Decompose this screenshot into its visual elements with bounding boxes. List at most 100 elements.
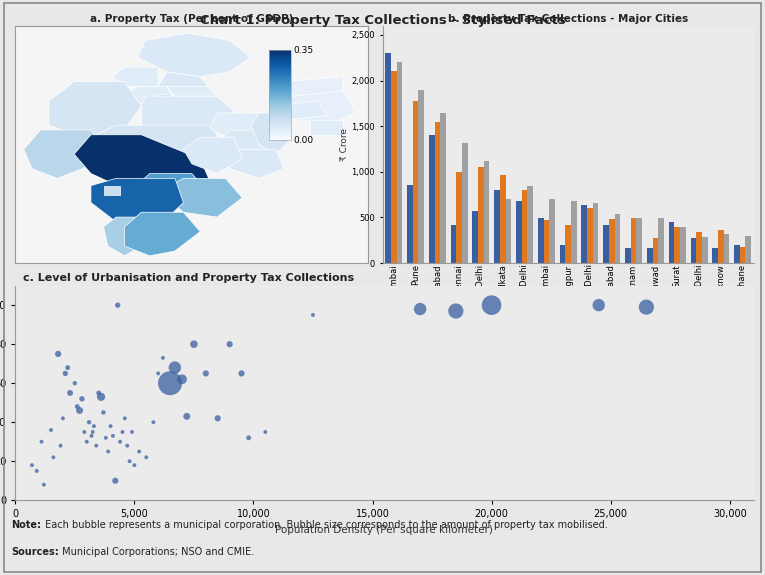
Point — [140, 453, 152, 462]
Text: Note:: Note: — [11, 520, 41, 530]
Point — [123, 457, 135, 466]
Polygon shape — [268, 94, 285, 104]
Point — [593, 301, 605, 310]
Point — [181, 412, 193, 421]
Polygon shape — [285, 89, 356, 125]
Text: Municipal Corporations; NSO and CMIE.: Municipal Corporations; NSO and CMIE. — [59, 547, 254, 557]
Polygon shape — [268, 101, 327, 120]
Bar — [571, 201, 577, 263]
Bar — [740, 247, 745, 263]
Point — [133, 447, 145, 456]
Point — [200, 369, 212, 378]
Bar — [435, 122, 440, 263]
Bar — [604, 225, 609, 263]
Point — [54, 441, 67, 450]
Title: a. Property Tax (Per cent of GSDP): a. Property Tax (Per cent of GSDP) — [90, 14, 294, 24]
Polygon shape — [91, 125, 226, 168]
Point — [126, 427, 138, 436]
Bar — [560, 245, 565, 263]
Polygon shape — [49, 82, 142, 137]
Bar — [538, 218, 544, 263]
Point — [47, 453, 60, 462]
Bar — [407, 185, 412, 263]
Bar — [451, 225, 456, 263]
Point — [57, 413, 69, 423]
Point — [119, 413, 131, 423]
Point — [414, 305, 426, 314]
Bar — [696, 232, 702, 263]
Point — [129, 461, 141, 470]
Polygon shape — [217, 130, 276, 154]
Bar — [588, 208, 593, 263]
Point — [80, 437, 93, 446]
Point — [86, 431, 98, 440]
Point — [212, 413, 224, 423]
Point — [109, 476, 122, 485]
Point — [114, 437, 126, 446]
Point — [45, 426, 57, 435]
Point — [223, 340, 236, 349]
Bar — [391, 71, 396, 263]
Polygon shape — [184, 137, 243, 174]
Polygon shape — [158, 72, 209, 91]
Bar — [702, 236, 708, 263]
Bar — [581, 205, 588, 263]
Point — [61, 363, 73, 372]
Polygon shape — [125, 86, 175, 106]
Bar — [712, 248, 718, 263]
Point — [116, 427, 129, 436]
Point — [169, 363, 181, 372]
Text: Chart 1: Property Tax Collections - Stylised Facts: Chart 1: Property Tax Collections - Styl… — [200, 14, 565, 28]
Bar — [418, 90, 424, 263]
Bar — [625, 248, 631, 263]
Point — [236, 369, 248, 378]
Polygon shape — [251, 113, 293, 154]
Point — [83, 417, 96, 427]
Text: c. Level of Urbanisation and Property Tax Collections: c. Level of Urbanisation and Property Ta… — [23, 274, 353, 283]
Bar — [412, 101, 418, 263]
Bar — [456, 172, 462, 263]
Point — [121, 441, 133, 450]
Point — [148, 417, 160, 427]
Bar — [522, 190, 527, 263]
Point — [37, 480, 50, 489]
Point — [93, 388, 105, 397]
Bar — [675, 228, 680, 263]
Bar — [565, 225, 571, 263]
Point — [73, 406, 86, 415]
Bar — [691, 237, 696, 263]
Polygon shape — [125, 212, 200, 256]
Bar — [680, 228, 685, 263]
Bar — [494, 190, 500, 263]
Polygon shape — [103, 186, 120, 196]
Point — [71, 402, 83, 411]
Point — [88, 421, 100, 431]
Polygon shape — [226, 150, 285, 178]
Point — [76, 394, 88, 404]
Point — [95, 392, 107, 401]
Point — [105, 421, 117, 431]
Bar — [631, 218, 636, 263]
Point — [112, 301, 124, 310]
Bar — [653, 237, 658, 263]
Bar — [636, 218, 642, 263]
Legend: 2017-18, 2018-19, 2019-20: 2017-18, 2018-19, 2019-20 — [487, 343, 649, 352]
Bar — [669, 222, 675, 263]
X-axis label: Population Density (Per square kilometer): Population Density (Per square kilometer… — [275, 525, 493, 535]
Point — [69, 378, 81, 388]
Point — [243, 433, 255, 442]
Bar — [724, 234, 729, 263]
Polygon shape — [112, 67, 158, 86]
Point — [486, 301, 498, 310]
Polygon shape — [142, 96, 234, 135]
Polygon shape — [310, 120, 343, 135]
Point — [450, 306, 462, 316]
Polygon shape — [285, 76, 343, 96]
Bar — [718, 230, 724, 263]
Polygon shape — [133, 174, 209, 208]
Bar — [734, 245, 740, 263]
Polygon shape — [158, 94, 171, 101]
Polygon shape — [24, 130, 108, 178]
Point — [259, 427, 272, 436]
Bar — [527, 186, 533, 263]
